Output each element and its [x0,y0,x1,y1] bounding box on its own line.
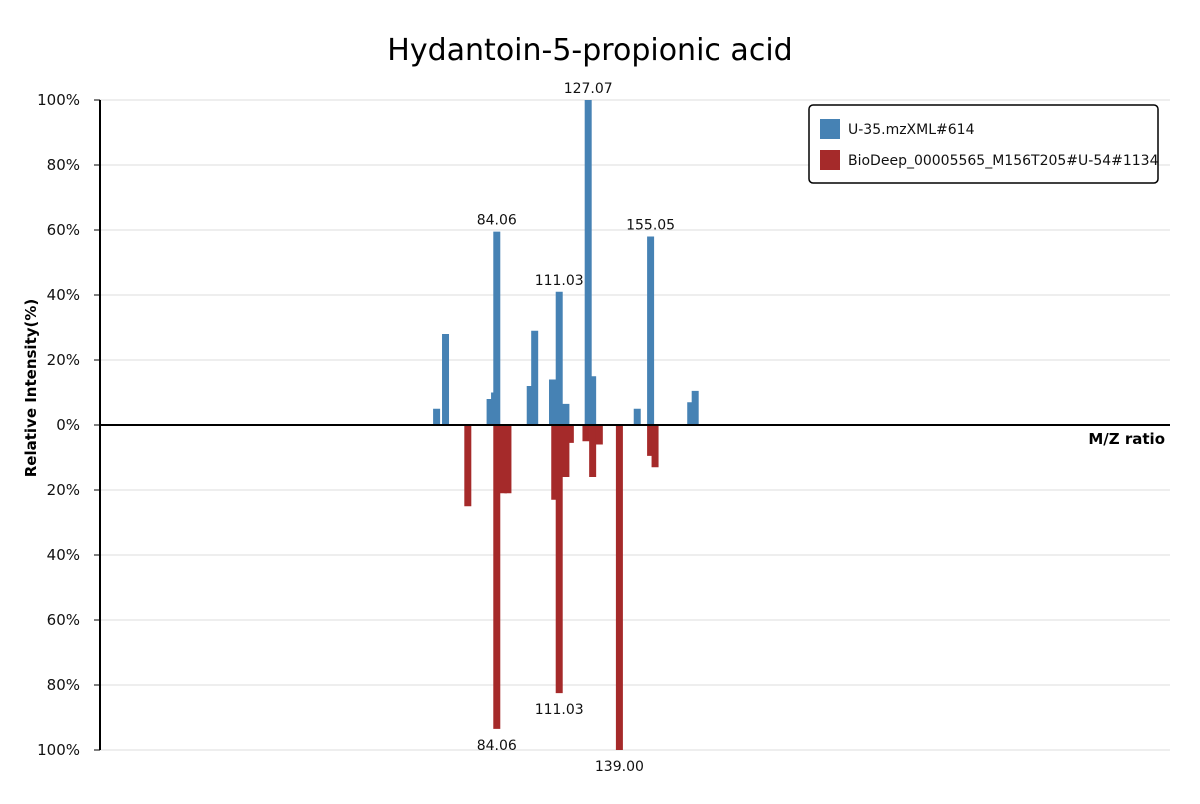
peak-label-top: 84.06 [477,213,517,229]
y-tick-label: 100% [37,91,80,109]
peak-bar-top [493,231,501,426]
legend-swatch-top [820,119,840,139]
peak-bar-top [687,402,695,425]
bars-layer [433,100,699,750]
peak-bar-bottom [615,425,623,750]
y-tick-label: 0% [56,416,80,434]
peak-bar-top [549,379,557,425]
peak-bar-top [647,236,655,425]
peak-bar-bottom [595,425,603,445]
peak-bar-top [691,390,699,426]
peak-label-top: 155.05 [626,218,675,234]
peak-bar-top [562,403,570,426]
peak-bar-bottom [647,425,655,456]
peak-bar-bottom [464,425,472,507]
peak-bar-bottom [589,425,597,477]
peak-bar-bottom [555,425,563,694]
grid-layer [100,99,1170,751]
x-axis-title: M/Z ratio [1088,430,1165,448]
peak-label-bottom: 84.06 [477,738,517,754]
peak-bar-bottom [499,425,507,494]
peak-bar-top [526,386,534,425]
peak-bar-bottom [493,425,501,729]
y-tick-label: 20% [47,481,80,499]
y-tick-label: 20% [47,351,80,369]
peak-bar-top [555,291,563,425]
peak-bar-top [589,376,597,425]
legend-swatch-bottom [820,150,840,170]
y-tick-label: 60% [47,611,80,629]
peak-bar-top [531,330,539,425]
peak-bar-bottom [562,425,570,477]
peak-label-top: 127.07 [564,81,613,97]
legend-label-bottom: BioDeep_00005565_M156T205#U-54#1134 [848,153,1159,169]
peak-label-bottom: 139.00 [595,759,644,775]
axes-layer: 100% 80% 60% 40% 20% 0% 20% 40% 60% 80% 100% [37,91,1170,759]
legend: U-35.mzXML#614 BioDeep_00005565_M156T205… [808,104,1159,184]
y-tick-label: 60% [47,221,80,239]
y-tick-label: 100% [37,741,80,759]
peak-bar-top [486,399,494,425]
peak-bar-bottom [504,425,512,494]
peak-labels-layer: 84.06 111.03 127.07 155.05 84.06 111.03 139.00 [477,81,675,775]
peak-bar-top [584,100,592,425]
y-axis-title: Relative Intensity(%) [22,299,40,478]
peak-label-top: 111.03 [535,273,584,289]
y-tick-label: 80% [47,676,80,694]
peak-bar-top [433,408,441,425]
peak-label-bottom: 111.03 [535,702,584,718]
chart-title: Hydantoin-5-propionic acid [387,33,792,68]
peak-bar-bottom [551,425,559,500]
y-tick-label: 40% [47,546,80,564]
peak-bar-top [633,408,641,425]
legend-box [808,104,1159,184]
peak-bar-bottom [566,425,574,443]
peak-bar-top [442,334,450,425]
y-tick-label: 40% [47,286,80,304]
peak-bar-bottom [582,425,590,442]
y-tick-label: 80% [47,156,80,174]
legend-label-top: U-35.mzXML#614 [848,122,975,138]
peak-bar-bottom [651,425,659,468]
